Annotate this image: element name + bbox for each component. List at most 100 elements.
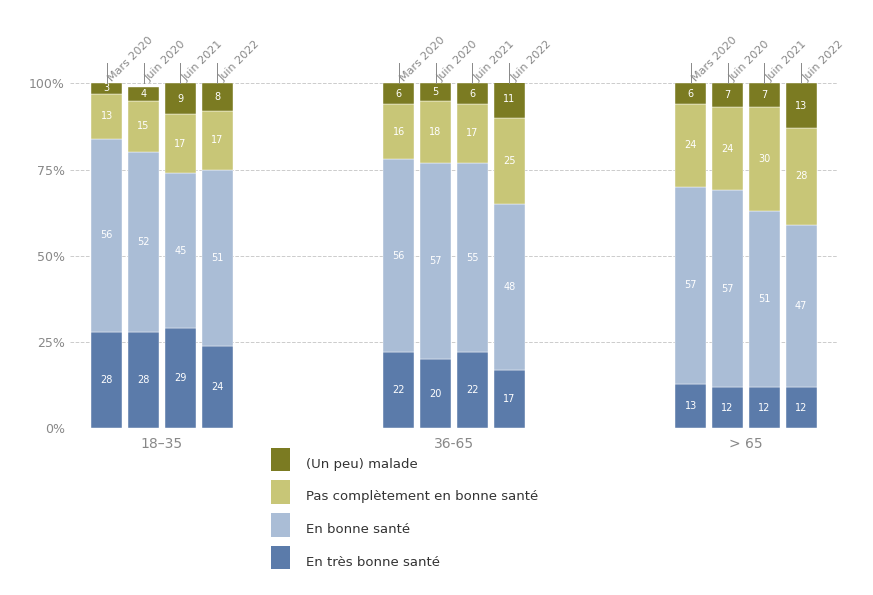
Text: 22: 22 <box>393 386 405 396</box>
Text: Juin 2021: Juin 2021 <box>472 39 517 83</box>
Text: 7: 7 <box>725 90 731 101</box>
Bar <box>383 352 415 428</box>
Text: Juin 2022: Juin 2022 <box>509 39 553 83</box>
Text: Mars 2020: Mars 2020 <box>107 35 155 83</box>
Bar <box>675 104 706 187</box>
Bar <box>420 83 451 101</box>
Text: En très bonne santé: En très bonne santé <box>306 556 439 569</box>
Text: 28: 28 <box>137 375 150 385</box>
Bar <box>420 162 451 359</box>
Text: 12: 12 <box>795 403 808 413</box>
Text: Juin 2022: Juin 2022 <box>801 39 845 83</box>
Bar <box>675 83 706 104</box>
Text: 56: 56 <box>393 251 405 261</box>
Text: 24: 24 <box>684 140 697 151</box>
Text: 6: 6 <box>470 89 476 99</box>
Text: 25: 25 <box>503 156 515 166</box>
Text: Juin 2020: Juin 2020 <box>727 39 772 83</box>
Bar <box>91 139 122 332</box>
Text: 11: 11 <box>503 94 515 104</box>
Text: 7: 7 <box>761 90 767 101</box>
Text: 55: 55 <box>466 252 478 262</box>
Text: 29: 29 <box>175 373 187 383</box>
Text: 15: 15 <box>137 121 150 131</box>
Bar <box>493 80 525 118</box>
Bar <box>165 173 196 328</box>
Text: Juin 2022: Juin 2022 <box>217 39 261 83</box>
Text: 52: 52 <box>137 237 150 247</box>
Bar <box>711 387 743 428</box>
Bar <box>786 387 817 428</box>
Text: Juin 2020: Juin 2020 <box>143 39 188 83</box>
Bar <box>749 387 780 428</box>
Text: 48: 48 <box>503 282 515 292</box>
Text: 57: 57 <box>684 280 697 290</box>
Bar <box>165 114 196 173</box>
Bar <box>457 162 488 352</box>
Bar <box>675 187 706 384</box>
Text: 4: 4 <box>141 89 147 99</box>
Bar <box>202 83 233 111</box>
Text: (Un peu) malade: (Un peu) malade <box>306 458 417 471</box>
Text: 17: 17 <box>466 129 478 139</box>
Bar <box>457 352 488 428</box>
Text: 17: 17 <box>175 139 187 149</box>
Text: 56: 56 <box>100 230 113 240</box>
Text: Juin 2021: Juin 2021 <box>765 39 808 83</box>
Text: 57: 57 <box>430 256 442 266</box>
Text: Mars 2020: Mars 2020 <box>399 35 447 83</box>
Text: Mars 2020: Mars 2020 <box>691 35 739 83</box>
Bar <box>786 83 817 128</box>
Bar <box>165 328 196 428</box>
Text: Juin 2021: Juin 2021 <box>181 39 224 83</box>
Bar <box>493 118 525 204</box>
Text: 16: 16 <box>393 127 405 137</box>
Bar <box>128 332 159 428</box>
Bar <box>457 104 488 162</box>
Bar <box>91 332 122 428</box>
Bar <box>420 101 451 162</box>
Bar <box>749 211 780 387</box>
Text: 20: 20 <box>430 389 442 399</box>
Bar <box>128 152 159 332</box>
Bar <box>457 83 488 104</box>
Text: 8: 8 <box>214 92 220 102</box>
Bar <box>786 225 817 387</box>
Bar <box>711 190 743 387</box>
Bar <box>91 83 122 93</box>
Bar <box>749 83 780 108</box>
Bar <box>383 159 415 352</box>
Text: 28: 28 <box>100 375 113 385</box>
Bar <box>128 87 159 101</box>
Bar <box>711 108 743 190</box>
Text: 13: 13 <box>100 111 113 121</box>
Bar <box>711 83 743 108</box>
Text: 22: 22 <box>466 386 478 396</box>
Text: Pas complètement en bonne santé: Pas complètement en bonne santé <box>306 490 538 503</box>
Text: En bonne santé: En bonne santé <box>306 523 409 536</box>
Bar <box>165 83 196 114</box>
Text: 51: 51 <box>758 294 771 304</box>
Bar <box>202 170 233 346</box>
Text: 6: 6 <box>688 89 694 99</box>
Text: 13: 13 <box>684 401 697 411</box>
Text: 6: 6 <box>395 89 402 99</box>
Bar <box>493 369 525 428</box>
Text: 3: 3 <box>104 83 110 93</box>
Text: 30: 30 <box>759 154 771 164</box>
Bar <box>493 204 525 369</box>
Text: 17: 17 <box>211 135 223 145</box>
Text: 12: 12 <box>758 403 771 413</box>
Bar <box>749 108 780 211</box>
Text: 17: 17 <box>503 394 515 404</box>
Bar <box>202 111 233 170</box>
Bar <box>91 93 122 139</box>
Bar <box>128 101 159 152</box>
Text: 28: 28 <box>795 171 808 181</box>
Bar <box>383 104 415 159</box>
Bar <box>786 128 817 225</box>
Text: 12: 12 <box>721 403 733 413</box>
Text: 57: 57 <box>721 284 734 294</box>
Text: 51: 51 <box>211 252 223 262</box>
Text: 9: 9 <box>177 94 183 104</box>
